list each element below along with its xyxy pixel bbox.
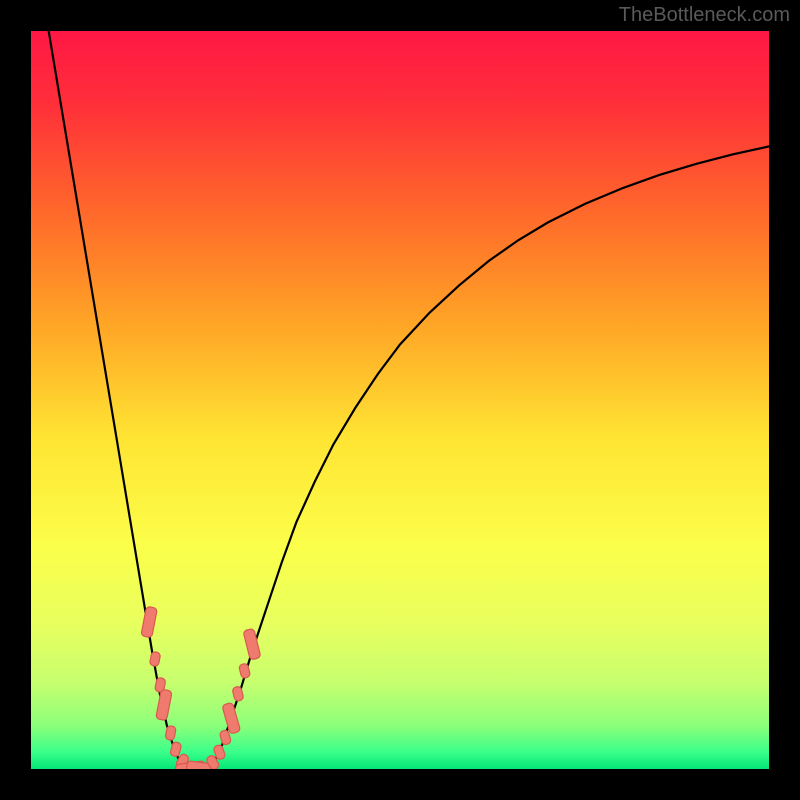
chart-container: TheBottleneck.com xyxy=(0,0,800,800)
plot-area xyxy=(30,30,770,776)
bottleneck-curve-chart xyxy=(0,0,800,800)
watermark-text: TheBottleneck.com xyxy=(619,4,790,27)
gradient-background xyxy=(30,30,770,770)
